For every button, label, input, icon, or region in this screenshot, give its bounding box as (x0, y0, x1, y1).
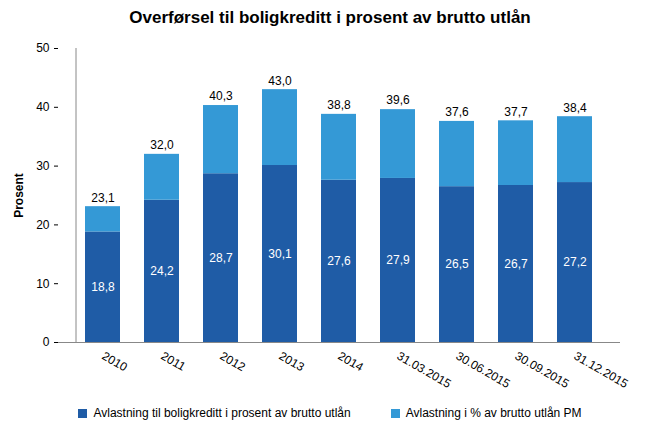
svg-text:28,7: 28,7 (209, 251, 233, 265)
svg-text:30,1: 30,1 (268, 247, 292, 261)
svg-text:27,6: 27,6 (327, 254, 351, 268)
svg-text:26,7: 26,7 (504, 257, 528, 271)
svg-text:31.12.2015: 31.12.2015 (572, 349, 631, 391)
svg-text:2014: 2014 (336, 349, 366, 375)
svg-text:39,6: 39,6 (386, 93, 410, 107)
svg-text:43,0: 43,0 (268, 74, 292, 88)
svg-text:40: 40 (36, 100, 50, 114)
svg-text:Prosent: Prosent (12, 173, 26, 218)
svg-text:18,8: 18,8 (91, 280, 115, 294)
html-text:Overførsel til boligkreditt i: Overførsel til boligkreditt i prosent av… (129, 8, 531, 27)
svg-text:0: 0 (43, 335, 50, 349)
svg-text:38,4: 38,4 (563, 101, 587, 115)
svg-text:30.06.2015: 30.06.2015 (454, 349, 513, 391)
svg-text:30: 30 (36, 159, 50, 173)
svg-text:40,3: 40,3 (209, 89, 233, 103)
svg-text:26,5: 26,5 (445, 257, 469, 271)
svg-text:27,2: 27,2 (563, 255, 587, 269)
svg-text:24,2: 24,2 (150, 264, 174, 278)
svg-text:20: 20 (36, 218, 50, 232)
svg-text:2013: 2013 (277, 349, 307, 375)
svg-text:37,6: 37,6 (445, 105, 469, 119)
svg-text:23,1: 23,1 (91, 191, 115, 205)
html-text:Avlastning i % av brutto utlån: Avlastning i % av brutto utlån PM (405, 406, 582, 420)
svg-text:37,7: 37,7 (504, 105, 528, 119)
svg-text:2010: 2010 (100, 349, 130, 375)
svg-text:2011: 2011 (159, 349, 189, 374)
svg-text:30.09.2015: 30.09.2015 (513, 349, 572, 391)
html-text:Avlastning til boligkreditt i: Avlastning til boligkreditt i prosent av… (93, 406, 351, 420)
svg-text:32,0: 32,0 (150, 138, 174, 152)
svg-text:38,8: 38,8 (327, 98, 351, 112)
svg-text:2012: 2012 (218, 349, 248, 375)
svg-text:31.03.2015: 31.03.2015 (395, 349, 454, 391)
svg-text:50: 50 (36, 41, 50, 55)
svg-text:10: 10 (36, 277, 50, 291)
svg-text:27,9: 27,9 (386, 253, 410, 267)
